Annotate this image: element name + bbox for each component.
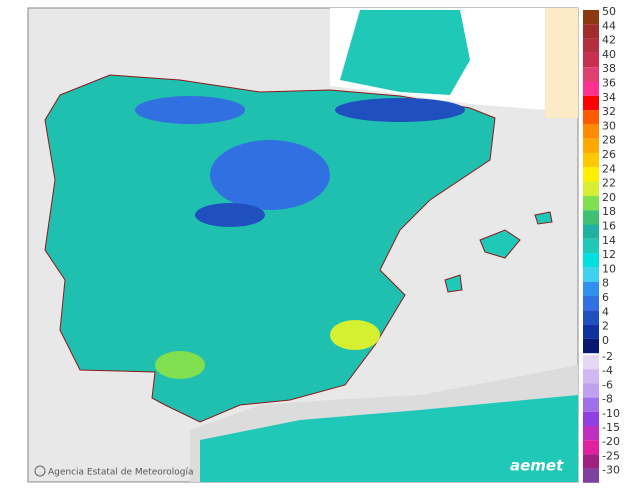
legend-label: 50 (602, 5, 616, 18)
legend-swatch (583, 224, 599, 239)
legend-swatch (583, 238, 599, 254)
legend-label: 20 (602, 191, 616, 204)
legend-swatch (583, 468, 599, 483)
credit-icon (34, 465, 46, 477)
legend-label: 0 (602, 334, 609, 347)
legend-swatch (583, 210, 599, 225)
legend-label: 36 (602, 77, 616, 90)
logo: aemet (510, 457, 564, 475)
france-south (340, 10, 470, 95)
africa-land (200, 395, 578, 482)
pyrenees (335, 98, 465, 122)
legend-label: -20 (602, 435, 620, 448)
guadalquivir (155, 351, 205, 379)
legend-label: 14 (602, 234, 616, 247)
legend-label: 24 (602, 162, 616, 175)
credit: Agencia Estatal de Meteorología (48, 468, 194, 478)
legend-swatch (583, 324, 599, 339)
legend-label: -6 (602, 378, 613, 391)
legend-label: 12 (602, 248, 616, 261)
central-system (195, 203, 265, 227)
legend-swatch (583, 138, 599, 153)
legend-label: 30 (602, 119, 616, 132)
legend-label: 40 (602, 48, 616, 61)
cantabria (135, 96, 245, 124)
legend-label: 32 (602, 105, 616, 118)
legend-swatch (583, 10, 599, 25)
legend-label: 2 (602, 320, 609, 333)
legend-swatch (583, 440, 599, 455)
legend-label: -8 (602, 393, 613, 406)
legend-label: 18 (602, 205, 616, 218)
legend-swatch (583, 426, 599, 441)
legend-label: -4 (602, 364, 613, 377)
france-east (545, 8, 578, 118)
menorca (534, 211, 553, 225)
legend-swatch (583, 383, 599, 398)
legend-label: 16 (602, 220, 616, 233)
legend-swatch (583, 95, 599, 111)
legend: 5044424038363432302826242220181614121086… (583, 5, 620, 483)
legend-label: 4 (602, 305, 609, 318)
legend-swatch (583, 195, 599, 211)
legend-label: 28 (602, 134, 616, 147)
legend-swatch (583, 181, 599, 196)
legend-swatch (583, 124, 599, 139)
legend-swatch (583, 267, 599, 282)
legend-swatch (583, 253, 599, 268)
legend-swatch (583, 67, 599, 82)
legend-swatch (583, 167, 599, 182)
legend-label: -30 (602, 464, 620, 477)
legend-label: 10 (602, 262, 616, 275)
legend-swatch (583, 281, 599, 296)
legend-swatch (583, 38, 599, 53)
legend-swatch (583, 110, 599, 125)
legend-swatch (583, 310, 599, 325)
legend-label: 6 (602, 291, 609, 304)
legend-label: 22 (602, 177, 616, 190)
legend-label: -2 (602, 350, 613, 363)
legend-label: 38 (602, 62, 616, 75)
legend-label: -10 (602, 407, 620, 420)
legend-label: 42 (602, 34, 616, 47)
legend-label: -25 (602, 449, 620, 462)
warm-area (330, 320, 380, 350)
legend-swatch (583, 369, 599, 384)
ibiza (444, 274, 463, 293)
legend-swatch (583, 296, 599, 311)
mallorca (479, 229, 521, 259)
legend-swatch (583, 153, 599, 168)
legend-swatch (583, 454, 599, 469)
legend-swatch (583, 52, 599, 68)
legend-swatch (583, 411, 599, 426)
legend-swatch (583, 397, 599, 412)
legend-label: 26 (602, 148, 616, 161)
legend-label: -15 (602, 421, 620, 434)
legend-label: 34 (602, 91, 616, 104)
legend-swatch (583, 355, 599, 370)
cold-area (210, 140, 330, 210)
iberia (44, 74, 496, 423)
legend-swatch (583, 81, 599, 96)
legend-label: 44 (602, 19, 616, 32)
legend-swatch (583, 338, 599, 354)
legend-label: 8 (602, 277, 609, 290)
legend-swatch (583, 24, 599, 39)
